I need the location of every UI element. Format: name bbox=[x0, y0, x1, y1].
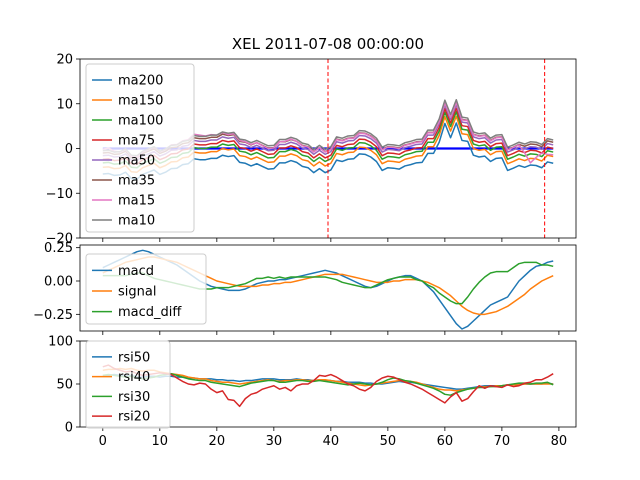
legend: macd signal macd_diff bbox=[85, 253, 207, 325]
x-tick-label: 70 bbox=[494, 434, 511, 449]
macd-panel: −0.25 0.00 0.25 macd signal macd_diff bbox=[33, 241, 577, 335]
y-tick-label: 100 bbox=[48, 335, 73, 350]
legend-label-macd: macd bbox=[118, 264, 154, 279]
legend-label-ma15: ma15 bbox=[118, 194, 155, 209]
x-tick-label: 40 bbox=[323, 434, 340, 449]
legend-label-ma10: ma10 bbox=[118, 214, 155, 229]
legend-label-ma200: ma200 bbox=[118, 74, 163, 89]
y-tick-label: −10 bbox=[46, 187, 73, 202]
series-line-rsi20 bbox=[102, 364, 554, 408]
y-tick-label: 10 bbox=[56, 97, 73, 112]
moving-averages-panel: −20−1001020ma200ma150ma100ma75ma50ma35ma… bbox=[46, 53, 577, 247]
axes-frame bbox=[79, 244, 577, 332]
legend-label-rsi40: rsi40 bbox=[118, 370, 150, 385]
x-tick-label: 10 bbox=[152, 434, 169, 449]
y-tick-label: 0 bbox=[65, 142, 73, 157]
y-tick-label: 0 bbox=[65, 421, 73, 436]
legend: ma200 ma150 ma100 ma75 ma50 ma35 ma15 ma10 bbox=[85, 63, 195, 233]
legend-label-ma150: ma150 bbox=[118, 94, 163, 109]
x-tick-label: 30 bbox=[266, 434, 283, 449]
chart-title: XEL 2011-07-08 00:00:00 bbox=[232, 35, 424, 53]
y-tick-label: 0.25 bbox=[44, 241, 73, 256]
legend-label-rsi20: rsi20 bbox=[118, 410, 150, 425]
legend-label-rsi50: rsi50 bbox=[118, 350, 150, 365]
y-tick-label: −20 bbox=[46, 232, 73, 247]
y-tick-label: 20 bbox=[56, 53, 73, 68]
x-tick-label: 0 bbox=[99, 434, 107, 449]
y-tick-label: 50 bbox=[56, 378, 73, 393]
legend-label-ma75: ma75 bbox=[118, 134, 155, 149]
legend-label-rsi30: rsi30 bbox=[118, 390, 150, 405]
legend: rsi50 rsi40 rsi30 rsi20 bbox=[85, 340, 171, 429]
x-tick-label: 60 bbox=[437, 434, 454, 449]
legend-label-macd_diff: macd_diff bbox=[118, 305, 182, 320]
legend-box bbox=[85, 340, 171, 429]
legend-label-ma50: ma50 bbox=[118, 154, 155, 169]
legend-label-signal: signal bbox=[118, 285, 156, 300]
x-tick-label: 50 bbox=[380, 434, 397, 449]
legend-box bbox=[85, 253, 207, 325]
x-tick-label: 80 bbox=[551, 434, 568, 449]
y-tick-label: −0.25 bbox=[33, 308, 73, 323]
x-tick-label: 20 bbox=[209, 434, 226, 449]
legend-label-ma100: ma100 bbox=[118, 114, 163, 129]
legend-label-ma35: ma35 bbox=[118, 174, 155, 189]
y-tick-label: 0.00 bbox=[44, 275, 73, 290]
legend-box bbox=[85, 63, 195, 233]
